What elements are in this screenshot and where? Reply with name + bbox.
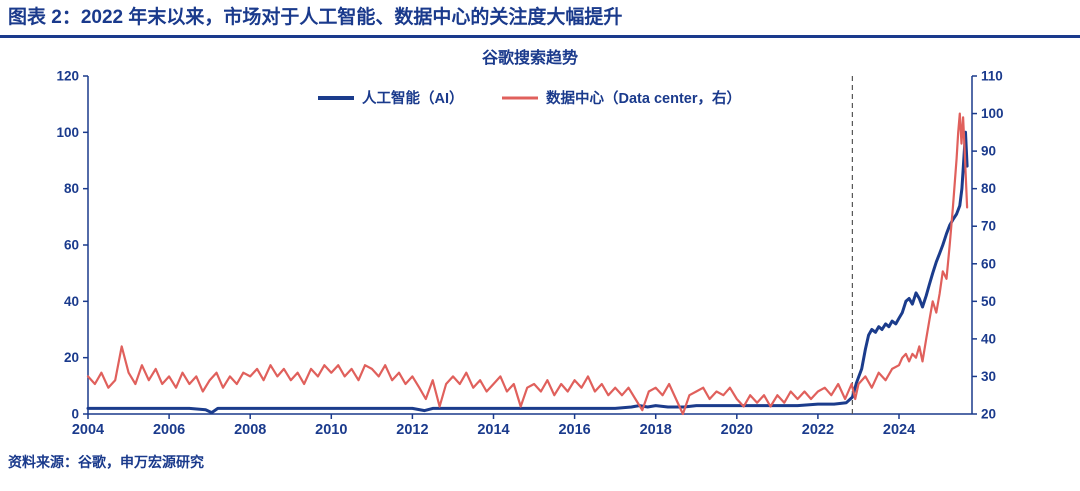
y-axis-right-label: 30	[981, 369, 996, 384]
y-axis-left-label: 40	[64, 294, 79, 309]
x-axis-label: 2022	[802, 422, 834, 438]
y-axis-right-label: 90	[981, 143, 996, 158]
x-axis-label: 2024	[883, 422, 915, 438]
y-axis-right-label: 80	[981, 181, 996, 196]
google-trends-chart: 0 20 40 60 80 100 120 20 30 40 50 60 70 80 90 100 110 200…	[56, 48, 1004, 438]
x-axis-label: 2014	[477, 422, 509, 438]
y-axis-right-label: 110	[981, 68, 1003, 83]
x-axis-label: 2004	[72, 422, 104, 438]
y-axis-left-label: 20	[64, 350, 79, 365]
legend-label-ai: 人工智能（AI）	[362, 89, 464, 107]
y-axis-right-label: 60	[981, 256, 996, 271]
y-axis-left-label: 120	[56, 68, 79, 83]
x-axis-label: 2010	[315, 422, 347, 438]
legend-label-datacenter: 数据中心（Data center，右）	[546, 89, 741, 107]
x-axis-label: 2016	[558, 422, 590, 438]
y-axis-right-label: 40	[981, 331, 996, 346]
y-axis-left-label: 80	[64, 181, 79, 196]
chart-title: 谷歌搜索趋势	[482, 48, 578, 67]
y-axis-right-label: 50	[981, 294, 996, 309]
y-axis-right-label: 100	[981, 106, 1004, 121]
y-axis-right-label: 70	[981, 219, 996, 234]
y-axis-left-label: 0	[71, 406, 79, 421]
x-axis-label: 2020	[721, 422, 753, 438]
y-axis-right-label: 20	[981, 406, 996, 421]
y-axis-left-label: 100	[56, 125, 79, 140]
x-axis-label: 2006	[153, 422, 185, 438]
figure-title: 图表 2：2022 年末以来，市场对于人工智能、数据中心的关注度大幅提升	[0, 0, 1080, 38]
source-note: 资料来源：谷歌，申万宏源研究	[8, 453, 204, 470]
x-axis-label: 2018	[640, 422, 672, 438]
series-line-ai	[86, 130, 969, 414]
series-line-datacenter	[86, 112, 969, 415]
y-axis-left-label: 60	[64, 237, 79, 252]
x-axis-label: 2008	[234, 422, 266, 438]
x-axis-label: 2012	[396, 422, 428, 438]
